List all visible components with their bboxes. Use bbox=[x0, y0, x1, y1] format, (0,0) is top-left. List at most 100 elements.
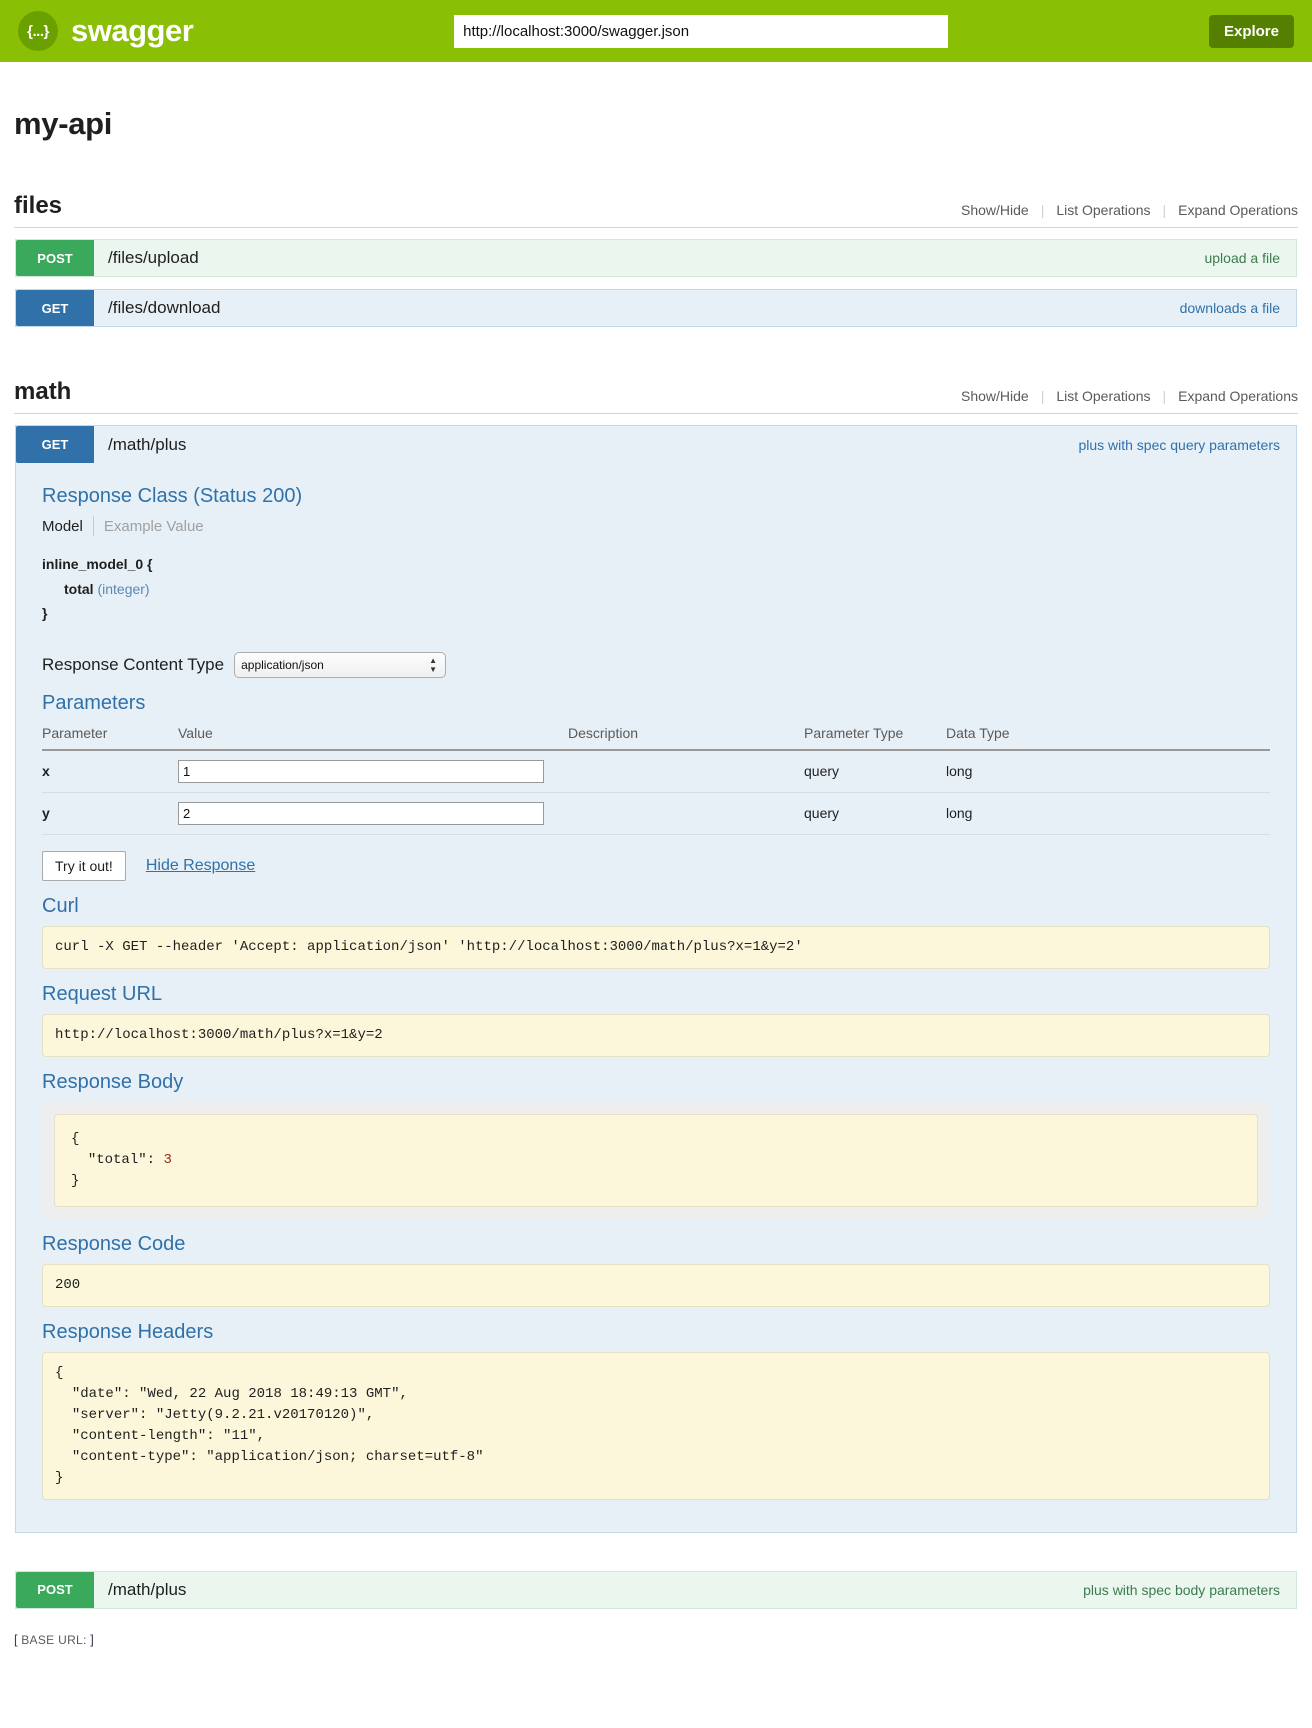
operation-header[interactable]: POST /files/upload upload a file bbox=[15, 239, 1297, 277]
operation-actions: Try it out! Hide Response bbox=[42, 850, 1270, 881]
footer-open-bracket: [ bbox=[14, 1631, 18, 1647]
resource-files: files Show/Hide | List Operations | Expa… bbox=[14, 194, 1298, 328]
model-open: inline_model_0 { bbox=[42, 556, 153, 572]
response-body: { "total": 3 } bbox=[54, 1113, 1258, 1207]
operation-path: /math/plus bbox=[108, 1579, 187, 1599]
param-value-cell-x bbox=[178, 749, 568, 793]
footer: [ BASE URL: ] bbox=[14, 1626, 1298, 1665]
tab-example-value[interactable]: Example Value bbox=[103, 517, 204, 535]
response-content-type-value: application/json bbox=[241, 657, 324, 672]
operation-path: /math/plus bbox=[108, 434, 187, 454]
resource-options-math: Show/Hide | List Operations | Expand Ope… bbox=[949, 388, 1298, 404]
response-content-type-select[interactable]: application/json ▲ ▼ bbox=[234, 651, 447, 678]
table-row: y query long bbox=[42, 792, 1270, 835]
parameters-title: Parameters bbox=[42, 691, 146, 714]
operation-header[interactable]: GET /files/download downloads a file bbox=[15, 289, 1297, 327]
response-headers: { "date": "Wed, 22 Aug 2018 18:49:13 GMT… bbox=[42, 1351, 1270, 1500]
response-class-title: Response Class (Status 200) bbox=[42, 485, 303, 507]
operation-summary[interactable]: downloads a file bbox=[1179, 300, 1280, 316]
curl-command: curl -X GET --header 'Accept: applicatio… bbox=[42, 925, 1270, 969]
topbar: {...} swagger Explore bbox=[0, 0, 1312, 62]
param-description-x bbox=[568, 749, 804, 793]
options-divider: | bbox=[1162, 388, 1167, 404]
spec-url-input[interactable] bbox=[454, 14, 949, 48]
response-body-title: Response Body bbox=[42, 1070, 184, 1093]
json-close: } bbox=[71, 1172, 80, 1189]
chevron-updown-icon: ▲ ▼ bbox=[429, 655, 438, 674]
request-url-title: Request URL bbox=[42, 982, 163, 1005]
method-badge-post: POST bbox=[16, 1571, 94, 1608]
param-type-x: query bbox=[804, 749, 946, 793]
try-it-out-button[interactable]: Try it out! bbox=[42, 850, 126, 881]
list-operations-link-files[interactable]: List Operations bbox=[1056, 202, 1151, 218]
expand-operations-link-files[interactable]: Expand Operations bbox=[1178, 202, 1298, 218]
explore-button[interactable]: Explore bbox=[1208, 14, 1294, 48]
show-hide-link-math[interactable]: Show/Hide bbox=[960, 388, 1029, 404]
operation-summary[interactable]: plus with spec body parameters bbox=[1083, 1581, 1280, 1598]
param-type-y: query bbox=[804, 792, 946, 835]
model-close: } bbox=[42, 605, 48, 621]
model-property-type: (integer) bbox=[97, 580, 150, 597]
th-parameter-type: Parameter Type bbox=[804, 722, 946, 751]
resource-header-files: files Show/Hide | List Operations | Expa… bbox=[14, 194, 1298, 228]
operation-header[interactable]: POST /math/plus plus with spec body para… bbox=[15, 1570, 1297, 1609]
resource-options-files: Show/Hide | List Operations | Expand Ope… bbox=[949, 202, 1298, 218]
spec-url-form bbox=[193, 14, 1209, 48]
param-description-y bbox=[568, 792, 804, 835]
operation-header[interactable]: GET /math/plus plus with spec query para… bbox=[15, 425, 1297, 463]
resource-name-math[interactable]: math bbox=[14, 378, 72, 405]
resource-header-math: math Show/Hide | List Operations | Expan… bbox=[14, 380, 1298, 414]
tabs-divider bbox=[92, 516, 94, 536]
param-value-cell-y bbox=[178, 792, 568, 835]
th-data-type: Data Type bbox=[946, 722, 1270, 751]
th-parameter: Parameter bbox=[42, 722, 178, 751]
method-badge-post: POST bbox=[16, 240, 94, 276]
th-description: Description bbox=[568, 722, 804, 751]
show-hide-link-files[interactable]: Show/Hide bbox=[960, 202, 1029, 218]
braces-icon: {...} bbox=[18, 11, 58, 51]
operation-path: /files/upload bbox=[108, 248, 199, 267]
request-url: http://localhost:3000/math/plus?x=1&y=2 bbox=[42, 1013, 1270, 1057]
table-row: x query long bbox=[42, 749, 1270, 793]
param-name-x: x bbox=[42, 749, 178, 793]
operation-post-math-plus[interactable]: POST /math/plus plus with spec body para… bbox=[14, 1570, 1298, 1610]
method-badge-get: GET bbox=[16, 290, 94, 326]
operation-body: Response Class (Status 200) Model Exampl… bbox=[15, 463, 1297, 1533]
response-body-wrapper: { "total": 3 } bbox=[42, 1101, 1270, 1219]
operation-post-files-upload[interactable]: POST /files/upload upload a file bbox=[14, 238, 1298, 278]
operation-path: /files/download bbox=[108, 298, 221, 317]
footer-close-bracket: ] bbox=[90, 1631, 94, 1647]
table-header-row: Parameter Value Description Parameter Ty… bbox=[42, 722, 1270, 751]
base-url-label: BASE URL: bbox=[21, 1632, 87, 1647]
hide-response-link[interactable]: Hide Response bbox=[145, 856, 256, 874]
param-datatype-y: long bbox=[946, 792, 1270, 835]
param-input-y[interactable] bbox=[178, 801, 544, 825]
swagger-logo[interactable]: {...} swagger bbox=[18, 11, 194, 51]
resource-name-files[interactable]: files bbox=[14, 192, 63, 219]
response-content-type-row: Response Content Type application/json ▲… bbox=[42, 651, 1270, 678]
json-key: "total": bbox=[71, 1151, 164, 1168]
logo-text: swagger bbox=[71, 13, 194, 48]
json-open: { bbox=[71, 1130, 80, 1147]
options-divider: | bbox=[1162, 202, 1167, 218]
model-signature: inline_model_0 { total (integer) } bbox=[42, 552, 1270, 626]
expand-operations-link-math[interactable]: Expand Operations bbox=[1178, 388, 1298, 404]
resource-math: math Show/Hide | List Operations | Expan… bbox=[14, 380, 1298, 1610]
operation-get-math-plus[interactable]: GET /math/plus plus with spec query para… bbox=[14, 424, 1298, 1534]
parameters-table: Parameter Value Description Parameter Ty… bbox=[42, 722, 1270, 835]
method-badge-get: GET bbox=[16, 426, 94, 463]
list-operations-link-math[interactable]: List Operations bbox=[1056, 388, 1151, 404]
operation-summary[interactable]: upload a file bbox=[1204, 250, 1280, 266]
response-headers-title: Response Headers bbox=[42, 1320, 214, 1343]
tab-model[interactable]: Model bbox=[42, 517, 83, 535]
operation-get-files-download[interactable]: GET /files/download downloads a file bbox=[14, 288, 1298, 328]
operation-summary[interactable]: plus with spec query parameters bbox=[1078, 436, 1280, 453]
options-divider: | bbox=[1040, 202, 1045, 218]
model-property-name: total bbox=[64, 580, 94, 597]
model-property: total (integer) bbox=[42, 577, 1270, 602]
param-input-x[interactable] bbox=[178, 759, 544, 783]
response-content-type-label: Response Content Type bbox=[42, 654, 225, 674]
page-title: my-api bbox=[14, 106, 113, 141]
page-body: my-api files Show/Hide | List Operations… bbox=[0, 106, 1312, 1665]
response-code: 200 bbox=[42, 1263, 1270, 1307]
